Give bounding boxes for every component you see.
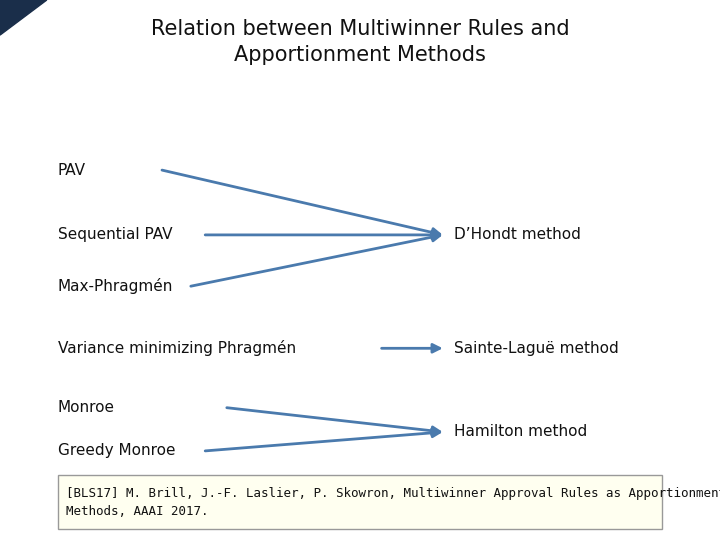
Polygon shape <box>0 0 47 35</box>
Text: Sainte-Laguë method: Sainte-Laguë method <box>454 341 618 356</box>
Text: Relation between Multiwinner Rules and
Apportionment Methods: Relation between Multiwinner Rules and A… <box>150 19 570 65</box>
Text: Variance minimizing Phragmén: Variance minimizing Phragmén <box>58 340 296 356</box>
Text: PAV: PAV <box>58 163 86 178</box>
Text: Max-Phragmén: Max-Phragmén <box>58 278 173 294</box>
Text: Sequential PAV: Sequential PAV <box>58 227 172 242</box>
Text: [BLS17] M. Brill, J.-F. Laslier, P. Skowron, Multiwinner Approval Rules as Appor: [BLS17] M. Brill, J.-F. Laslier, P. Skow… <box>66 487 720 518</box>
Text: Greedy Monroe: Greedy Monroe <box>58 443 175 458</box>
Text: Monroe: Monroe <box>58 400 114 415</box>
Text: Hamilton method: Hamilton method <box>454 424 587 440</box>
Text: D’Hondt method: D’Hondt method <box>454 227 580 242</box>
FancyBboxPatch shape <box>58 475 662 529</box>
